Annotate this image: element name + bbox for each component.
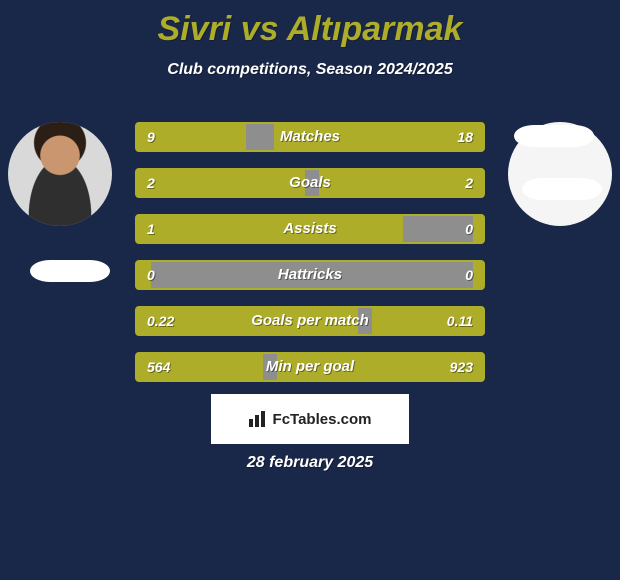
bar-label: Assists [137,216,483,242]
bar-row: Assists1 0 [135,214,485,244]
player-left-avatar [8,122,112,226]
page-subtitle: Club competitions, Season 2024/2025 [0,61,620,79]
page-title: Sivri vs Altıparmak [0,0,620,49]
bar-value-right: 2 [465,170,473,196]
bar-value-right: 0.11 [447,308,473,334]
bar-label: Min per goal [137,354,483,380]
player-left-flag [30,260,110,282]
bar-row: Hattricks0 0 [135,260,485,290]
bar-label: Hattricks [137,262,483,288]
bar-chart-icon [249,411,269,427]
player-right-flag-2 [522,178,602,200]
bar-label: Matches [137,124,483,150]
bar-value-left: 564 [147,354,170,380]
bar-row: Goals per match0.22 0.11 [135,306,485,336]
bar-row: Goals2 2 [135,168,485,198]
player-right-flag-1 [514,125,594,147]
bar-value-right: 18 [457,124,473,150]
bar-label: Goals per match [137,308,483,334]
bar-value-left: 0 [147,262,155,288]
bar-value-right: 923 [450,354,473,380]
bar-value-left: 1 [147,216,155,242]
comparison-bars: Matches918Goals22Assists10Hattricks00Goa… [135,122,485,398]
bar-label: Goals [137,170,483,196]
logo-text: FcTables.com [273,411,372,428]
logo-box: FcTables.com [211,394,409,444]
bar-value-right: 0 [465,262,473,288]
bar-value-left: 9 [147,124,155,150]
bar-value-left: 0.22 [147,308,174,334]
bar-row: Matches9 18 [135,122,485,152]
bar-row: Min per goal564 923 [135,352,485,382]
footer-date: 28 february 2025 [0,454,620,472]
bar-value-right: 0 [465,216,473,242]
bar-value-left: 2 [147,170,155,196]
